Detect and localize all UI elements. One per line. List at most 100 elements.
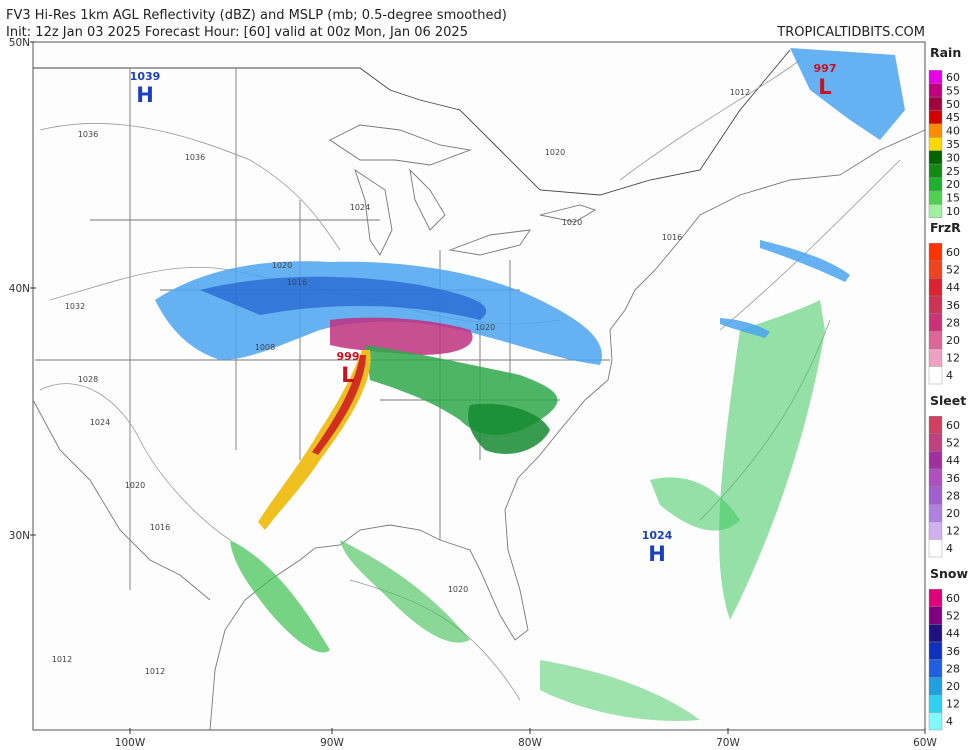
legend-swatch [928,366,943,385]
pressure-value: 1024 [642,529,673,542]
subtitle: Init: 12z Jan 03 2025 Forecast Hour: [60… [6,25,468,40]
isobar-label: 1016 [287,278,307,287]
pressure-letter: L [341,363,354,387]
legend-label: 44 [946,627,960,640]
legend-swatch [928,624,943,643]
legend-swatch [928,163,943,178]
legend-label: 30 [946,151,960,164]
legend-swatch [928,260,943,279]
isobar-label: 1036 [78,130,98,139]
legend-label: 20 [946,680,960,693]
legend-label: 35 [946,138,960,151]
legend-label: 25 [946,165,960,178]
legend-label: 12 [946,525,960,538]
legend-swatch [928,83,943,98]
legend-label: 60 [946,71,960,84]
legend-swatch [928,242,943,261]
legend-label: 4 [946,369,953,382]
isobar-label: 1020 [562,218,582,227]
precipitation [155,48,905,721]
lon-label: 100W [115,737,146,749]
legend-label: 28 [946,662,960,675]
isobar-label: 1024 [350,203,370,212]
isobar-label: 1008 [255,343,275,352]
legend-label: 36 [946,645,960,658]
legend-label: 60 [946,592,960,605]
legend-label: 12 [946,352,960,365]
legend-swatch [928,110,943,125]
legend-swatch [928,416,943,435]
lon-label: 60W [913,737,937,749]
legend-swatch [928,451,943,470]
legend-swatch [928,606,943,625]
isobar-label: 1012 [730,88,750,97]
legend-swatch [928,278,943,297]
legend-swatch [928,468,943,487]
legend-label: 60 [946,246,960,259]
legend-swatch [928,204,943,218]
pressure-value: 997 [814,62,837,75]
legend-label: 55 [946,84,960,97]
legend-swatch [928,641,943,660]
legend-swatch [928,123,943,138]
legend-swatch [928,504,943,523]
legend-label: 52 [946,437,960,450]
legend-swatch [928,486,943,505]
isobar-label: 1020 [545,148,565,157]
lat-label: 30N [9,530,30,542]
isobar-label: 1024 [90,418,110,427]
legend-title: Snow [930,566,968,581]
legend-title: FrzR [930,220,961,235]
legend-swatch [928,659,943,678]
legend-swatch [928,331,943,350]
legend-swatch [928,177,943,192]
legend-swatch [928,150,943,165]
pressure-letter: H [648,542,666,566]
legend-label: 4 [946,715,953,728]
legend-label: 36 [946,472,960,485]
lon-label: 70W [716,737,740,749]
credit: TROPICALTIDBITS.COM [776,25,925,40]
legend-label: 28 [946,316,960,329]
legend-label: 20 [946,507,960,520]
lat-label: 50N [9,37,30,49]
legend-label: 10 [946,205,960,218]
isobar-label: 1012 [145,667,165,676]
legend-swatch [928,694,943,713]
legend-swatch [928,539,943,558]
legend-label: 36 [946,299,960,312]
legend-label: 44 [946,454,960,467]
lat-label: 40N [9,283,30,295]
isobar-label: 1016 [662,233,682,242]
legend-label: 28 [946,489,960,502]
legend-label: 20 [946,334,960,347]
legend-swatch [928,433,943,452]
legend-swatch [928,521,943,540]
legend-swatch [928,677,943,696]
legend-label: 40 [946,125,960,138]
pressure-letter: L [818,75,831,99]
legend-label: 12 [946,698,960,711]
legend-label: 45 [946,111,960,124]
legend-label: 60 [946,419,960,432]
legend-swatch [928,589,943,608]
pressure-letter: H [136,83,154,107]
title: FV3 Hi-Res 1km AGL Reflectivity (dBZ) an… [6,8,507,23]
isobar-label: 1028 [78,375,98,384]
legend-swatch [928,712,943,731]
isobar-label: 1020 [125,481,145,490]
legend-swatch [928,96,943,111]
isobar-label: 1036 [185,153,205,162]
legend-swatch [928,70,943,84]
lon-label: 80W [518,737,542,749]
legend-label: 44 [946,281,960,294]
legend-label: 4 [946,542,953,555]
legend-swatch [928,190,943,205]
legend-label: 20 [946,178,960,191]
legend-swatch [928,295,943,314]
lon-label: 90W [320,737,344,749]
pressure-value: 999 [337,350,360,363]
isobar-label: 1020 [475,323,495,332]
